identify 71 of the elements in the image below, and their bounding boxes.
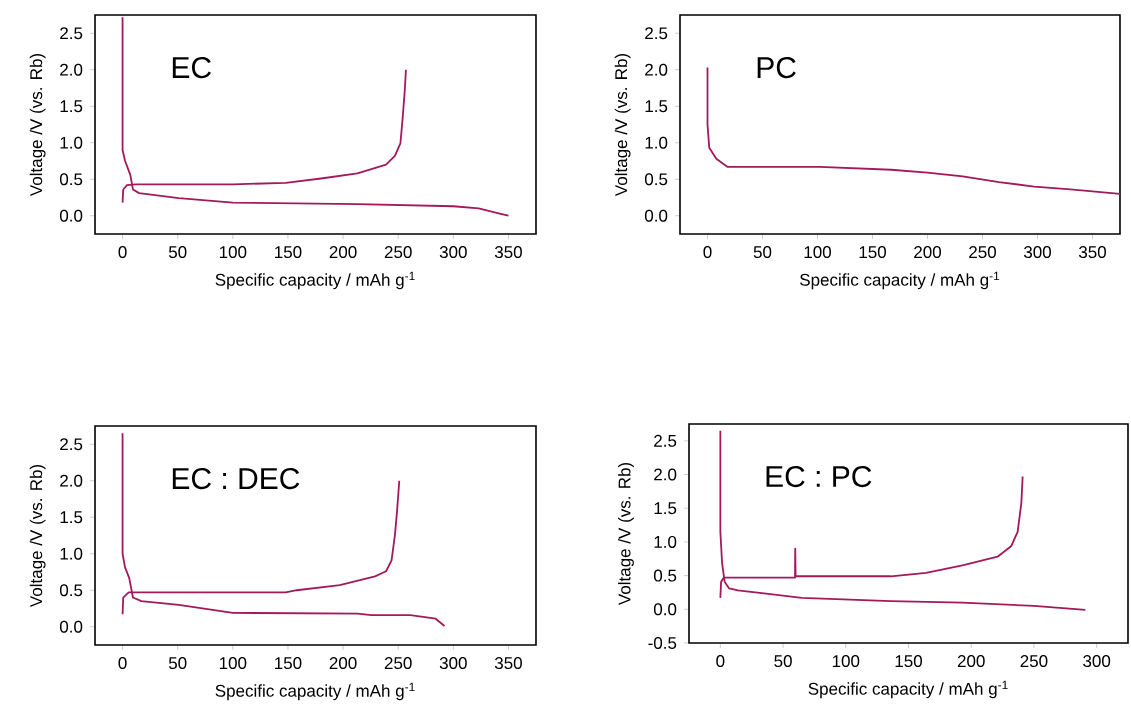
y-tick-label: 1.5 [60,511,83,524]
x-tick-label: 150 [859,246,886,259]
y-tick-label: 1.0 [645,136,668,149]
y-tick-label: 2.0 [645,63,668,76]
x-tick-label: 250 [384,657,412,670]
y-tick-label: 1.0 [60,136,83,149]
x-tick-label: 50 [168,246,187,259]
y-tick-label: 0.0 [59,620,83,633]
y-axis-title: Voltage /V (vs. Rb) [29,53,46,197]
x-tick-label: 200 [914,246,941,259]
x-tick-label: 50 [774,655,792,668]
y-axis-title: Voltage /V (vs. Rb) [29,464,46,608]
y-tick-label: 1.5 [60,100,83,113]
x-tick-label: 100 [219,657,247,670]
x-axis-title: Specific capacity / mAh g$^{-1}$ [215,271,415,290]
y-tick-label: 0.0 [59,209,83,222]
x-tick-label: 200 [329,246,357,259]
y-tick-label: 0.0 [644,209,668,222]
annotation: PC [757,56,796,79]
y-tick-label: 0.5 [59,584,83,597]
x-axis-title: Specific capacity / mAh g$^{-1}$ [808,680,1008,699]
x-tick-label: 0 [703,246,712,259]
x-tick-label: 250 [384,246,412,259]
x-tick-label: 300 [1023,246,1051,259]
y-tick-label: 1.5 [654,502,677,515]
x-tick-label: 50 [753,246,772,259]
x-tick-label: 250 [1020,655,1048,668]
x-tick-label: 350 [494,657,522,670]
line-series [719,429,1087,611]
y-tick-label: 0.0 [653,603,677,616]
x-tick-label: 150 [275,246,302,259]
x-tick-label: 350 [1078,246,1106,259]
x-tick-label: 0 [118,657,127,670]
y-tick-label: 2.0 [60,63,83,76]
y-tick-label: 2.5 [654,434,677,447]
line-series [121,432,446,627]
x-tick-label: 100 [832,655,860,668]
x-tick-label: 100 [804,246,831,259]
x-tick-label: 300 [439,657,467,670]
y-tick-label: 0.5 [653,569,677,582]
x-tick-label: 150 [275,657,302,670]
y-tick-label: 0.5 [644,173,668,186]
y-axis-title: Voltage /V (vs. Rb) [618,462,634,606]
y-tick-label: 2.5 [60,438,83,451]
y-tick-label: 0.5 [59,173,83,186]
annotation: EC [172,56,211,79]
x-tick-label: 200 [329,657,357,670]
y-tick-label: 2.5 [60,27,83,40]
y-tick-label: 2.5 [645,27,668,40]
x-tick-label: 0 [716,655,725,668]
y-tick-label: 1.0 [654,535,677,548]
x-axis-title: Specific capacity / mAh g$^{-1}$ [800,271,1000,290]
x-tick-label: 200 [957,655,985,668]
y-axis-title: Voltage /V (vs. Rb) [614,53,631,197]
x-tick-label: 300 [1083,655,1111,668]
y-tick-label: 1.5 [645,100,668,113]
y-tick-label: 1.0 [60,547,83,560]
y-tick-label: 2.0 [60,474,83,487]
x-tick-label: 350 [494,246,522,259]
line-series [121,16,510,217]
x-tick-label: 100 [219,246,247,259]
x-tick-label: 300 [439,246,467,259]
x-axis-title: Specific capacity / mAh g$^{-1}$ [215,682,415,701]
y-tick-label: -0.5 [648,636,677,649]
x-tick-label: 250 [969,246,996,259]
x-tick-label: 0 [118,246,127,259]
x-tick-label: 50 [168,657,187,670]
y-tick-label: 2.0 [654,468,677,481]
x-tick-label: 150 [895,655,922,668]
annotation: EC : PC [766,465,872,488]
annotation: EC : DEC [172,467,300,490]
